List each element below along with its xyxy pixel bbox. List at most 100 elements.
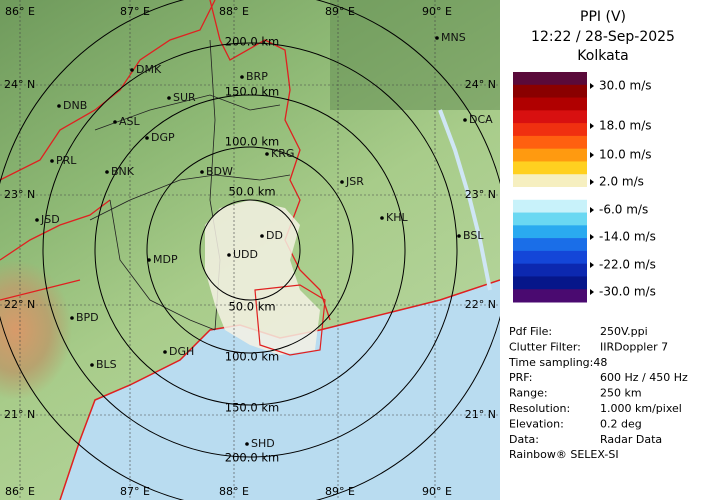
map-labels: 86° E 86° E 87° E 87° E 88° E 88° E 89° E 89° E…	[4, 5, 496, 498]
legend-arrow	[590, 207, 594, 213]
station-dot	[435, 36, 439, 40]
title: PPI (V)	[580, 9, 626, 25]
station-dot	[463, 118, 467, 122]
range-label: 150.0 km	[225, 401, 279, 415]
lon-label: 88° E	[219, 485, 249, 498]
range-label: 200.0 km	[225, 451, 279, 465]
station-dot	[340, 180, 344, 184]
info-text: Radar Data	[600, 433, 662, 446]
station-label: BLS	[96, 358, 117, 371]
map: 86° E 86° E 87° E 87° E 88° E 88° E 89° E 89° E…	[0, 0, 500, 500]
lon-label: 89° E	[325, 485, 355, 498]
color-swatch	[513, 276, 587, 290]
color-swatch	[513, 212, 587, 226]
delta	[254, 284, 326, 356]
station-label: BSL	[463, 229, 484, 242]
range-label: 100.0 km	[225, 135, 279, 149]
station-label: PRL	[56, 154, 77, 167]
color-swatch	[513, 148, 587, 162]
station-label: DGP	[151, 131, 175, 144]
station-dot	[245, 442, 249, 446]
lat-label: 24° N	[4, 78, 35, 91]
lon-label: 87° E	[120, 5, 150, 18]
color-swatch	[513, 84, 587, 99]
site: Kolkata	[577, 48, 628, 64]
station-dot	[57, 104, 61, 108]
color-swatch	[513, 250, 587, 265]
legend-arrow	[590, 123, 594, 129]
lon-label: 90° E	[422, 5, 452, 18]
range-rings	[0, 0, 500, 500]
station-dot	[380, 216, 384, 220]
legend-label: 2.0 m/s	[599, 175, 644, 189]
graticule	[0, 0, 500, 500]
info-text: 250 km	[600, 387, 642, 400]
info-panel: PPI (V) 12:22 / 28-Sep-2025 Kolkata 30.0…	[508, 9, 688, 461]
info-text: Elevation:	[509, 417, 564, 430]
color-swatch	[513, 123, 587, 137]
timestamp: 12:22 / 28-Sep-2025	[531, 29, 675, 45]
range-label: 100.0 km	[225, 350, 279, 364]
station-dot	[147, 258, 151, 262]
legend-label: -30.0 m/s	[599, 285, 656, 299]
station-dot	[167, 96, 171, 100]
station-label: JSD	[40, 213, 60, 226]
legend-arrow	[590, 289, 594, 295]
station-dot	[457, 234, 461, 238]
lon-label: 86° E	[5, 5, 35, 18]
station-dot	[105, 170, 109, 174]
station-label: UDD	[233, 248, 258, 261]
legend-label: -22.0 m/s	[599, 258, 656, 272]
station-dot	[227, 253, 231, 257]
color-swatch	[513, 238, 587, 252]
station-label: MNS	[441, 31, 466, 44]
lat-label: 22° N	[4, 298, 35, 311]
station-label: MDP	[153, 253, 178, 266]
color-swatch	[513, 263, 587, 277]
station-dot	[35, 218, 39, 222]
color-swatch	[513, 135, 587, 150]
color-swatch	[513, 199, 587, 214]
station-label: SHD	[251, 437, 275, 450]
range-label: 150.0 km	[225, 85, 279, 99]
legend-label: 30.0 m/s	[599, 79, 652, 93]
lat-label: 24° N	[465, 78, 496, 91]
station-label: BDW	[206, 165, 233, 178]
info-text: 0.2 deg	[600, 417, 642, 430]
lat-label: 22° N	[465, 298, 496, 311]
info-text: Resolution:	[509, 402, 570, 415]
station-dot	[50, 159, 54, 163]
lon-label: 88° E	[219, 5, 249, 18]
districts	[89, 39, 291, 331]
station-label: BNK	[111, 165, 135, 178]
color-swatch	[513, 97, 587, 111]
station-dot	[145, 136, 149, 140]
legend-arrow	[590, 262, 594, 268]
station-dot	[70, 316, 74, 320]
station-dot	[130, 68, 134, 72]
station-label: KRG	[271, 147, 294, 160]
station-label: DGH	[169, 345, 194, 358]
info-text: 600 Hz / 450 Hz	[600, 371, 688, 384]
lon-label: 86° E	[5, 485, 35, 498]
legend-arrow	[590, 179, 594, 185]
hills	[0, 200, 160, 400]
river	[438, 109, 492, 291]
station-dot	[260, 234, 264, 238]
info-text: 1.000 km/pixel	[600, 402, 682, 415]
color-swatch	[513, 161, 587, 175]
station-label: BPD	[76, 311, 99, 324]
station-label: KHL	[386, 211, 408, 224]
station-label: DNB	[63, 99, 87, 112]
sea	[0, 280, 500, 500]
lon-label: 87° E	[120, 485, 150, 498]
footer: Rainbow® SELEX-SI	[509, 448, 619, 461]
station-label: JSR	[345, 175, 364, 188]
legend-label: 10.0 m/s	[599, 148, 652, 162]
lat-label: 21° N	[4, 408, 35, 421]
info-text: Range:	[509, 387, 548, 400]
station-dot	[163, 350, 167, 354]
station-dot	[240, 75, 244, 79]
info-text: Pdf File:	[509, 325, 552, 338]
